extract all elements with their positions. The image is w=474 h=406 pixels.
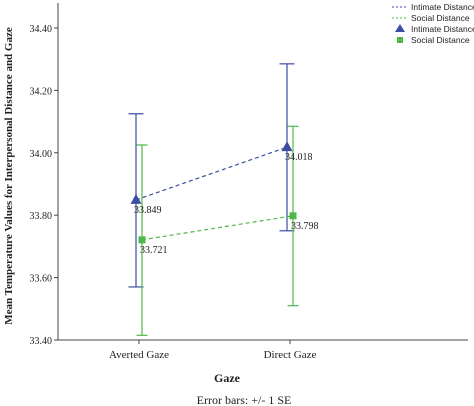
- data-label: 34.018: [285, 152, 313, 163]
- data-marker-triangle: [281, 141, 293, 152]
- legend-marker-label: Social Distance: [411, 35, 470, 45]
- data-marker-square: [289, 212, 297, 220]
- series-line: [141, 215, 294, 241]
- data-marker-square: [138, 236, 146, 244]
- x-axis-title: Gaze: [214, 371, 241, 385]
- y-tick-label: 34.20: [30, 86, 53, 97]
- legend-line-label: Social Distance: [411, 13, 470, 23]
- x-tick-label: Direct Gaze: [264, 349, 317, 361]
- y-tick-label: 34.40: [30, 24, 53, 35]
- x-axis-ticks: Averted Gaze Direct Gaze: [109, 340, 317, 361]
- legend-marker-square: [397, 37, 403, 43]
- data-label: 33.798: [291, 221, 319, 232]
- series-markers: [130, 141, 297, 244]
- y-tick-label: 33.60: [30, 274, 53, 285]
- series-lines: [135, 146, 294, 241]
- error-bars-note: Error bars: +/- 1 SE: [197, 393, 292, 406]
- y-tick-label: 33.40: [30, 336, 53, 347]
- axes: [57, 3, 468, 341]
- y-axis-ticks: 33.40 33.60 33.80 34.00 34.20 34.40: [30, 24, 58, 347]
- data-labels: 33.849 34.018 33.721 33.798: [134, 152, 319, 256]
- y-tick-label: 34.00: [30, 149, 53, 160]
- legend-marker-label: Intimate Distance: [411, 24, 474, 34]
- legend-line-label: Intimate Distance: [411, 2, 474, 12]
- data-marker-triangle: [130, 193, 142, 204]
- data-label: 33.849: [134, 205, 162, 216]
- x-tick-label: Averted Gaze: [109, 349, 169, 361]
- series-line: [135, 146, 288, 201]
- y-axis-title: Mean Temperature Values for Interpersona…: [3, 27, 15, 325]
- legend-marker-triangle: [395, 24, 405, 32]
- error-bars: [128, 63, 299, 336]
- data-label: 33.721: [140, 245, 168, 256]
- y-tick-label: 33.80: [30, 211, 53, 222]
